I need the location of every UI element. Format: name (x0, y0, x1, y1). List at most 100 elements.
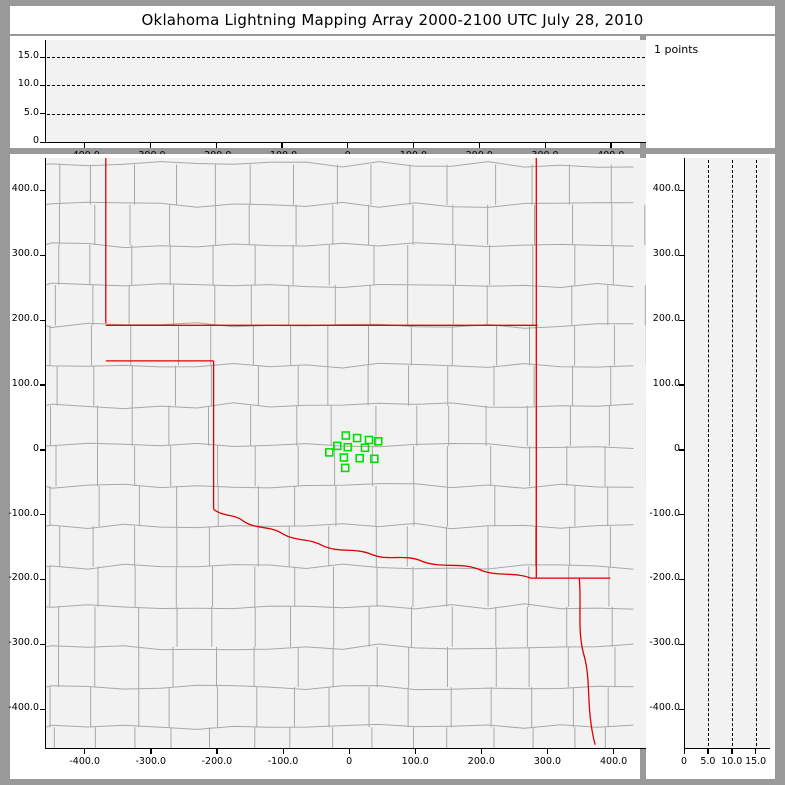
county-line-horizontal (45, 684, 634, 691)
lma-source-point[interactable] (339, 453, 349, 462)
x-tick (478, 143, 481, 148)
lma-source-point[interactable] (364, 435, 374, 445)
x-tick (613, 749, 615, 754)
x-tick-label: -300.0 (135, 756, 167, 767)
x-tick (216, 749, 218, 754)
y-tick-label: 0 (32, 442, 39, 454)
x-tick-label: 10.0 (721, 756, 743, 767)
x-tick-label: 200.0 (467, 756, 495, 767)
y-tick-label: 300.0 (11, 248, 39, 260)
lma-source-point[interactable] (341, 431, 351, 440)
y-tick-label: 0 (32, 135, 39, 146)
lma-source-point[interactable] (343, 442, 353, 452)
altitude-vs-north-plot-area[interactable] (684, 158, 770, 748)
y-tick-label: 100.0 (652, 377, 680, 389)
lma-source-point[interactable] (340, 463, 350, 473)
y-tick (679, 514, 684, 516)
y-tick (40, 514, 45, 516)
lma-source-point[interactable] (352, 433, 362, 443)
info-panel: 1 points (646, 36, 775, 148)
county-line-horizontal (45, 723, 634, 730)
y-tick (679, 708, 684, 710)
y-tick-label: -100.0 (649, 507, 680, 519)
y-tick-label: -100.0 (8, 507, 39, 519)
state-line-southeast-vertical (578, 578, 596, 745)
x-tick (412, 143, 415, 148)
lma-source-point[interactable] (373, 436, 383, 446)
y-tick (679, 254, 684, 257)
x-axis-line (45, 748, 650, 750)
x-tick-label: 300.0 (533, 756, 562, 767)
county-line-horizontal (45, 242, 634, 249)
county-line-horizontal (45, 442, 634, 449)
x-tick (149, 143, 152, 148)
lma-source-points[interactable] (324, 431, 383, 473)
y-tick (679, 319, 684, 321)
y-tick (40, 84, 45, 87)
y-axis-line (45, 158, 47, 748)
lma-source-point[interactable] (332, 441, 342, 451)
x-tick (83, 143, 86, 148)
lma-source-point[interactable] (360, 443, 370, 453)
y-axis-line (684, 158, 686, 748)
county-boundaries (45, 161, 650, 748)
y-tick (679, 643, 684, 646)
y-tick (40, 643, 45, 646)
y-tick (40, 56, 45, 58)
x-tick-label: -400.0 (69, 756, 100, 767)
county-line-horizontal (45, 522, 634, 530)
y-tick-label: -300.0 (649, 637, 680, 649)
y-tick (679, 578, 684, 581)
x-tick-label: 400.0 (600, 756, 628, 767)
x-tick (547, 749, 549, 754)
plan-view-plot-area[interactable] (45, 158, 650, 748)
x-tick (281, 143, 283, 148)
y-tick-label: -400.0 (8, 702, 39, 714)
x-tick (347, 143, 349, 148)
gridline-horizontal (47, 57, 645, 58)
time-height-plot-area[interactable] (45, 40, 647, 142)
y-tick-label: 400.0 (652, 183, 680, 195)
lma-source-point[interactable] (355, 453, 365, 463)
x-tick-label: 0 (346, 756, 353, 767)
x-tick (84, 749, 86, 754)
county-line-horizontal (45, 362, 634, 369)
y-tick (40, 189, 45, 192)
x-tick (731, 749, 733, 754)
y-tick-label: 5.0 (23, 106, 39, 118)
y-tick-label: 100.0 (11, 377, 39, 389)
gridline-horizontal (47, 113, 645, 115)
y-tick (679, 189, 684, 192)
county-line-horizontal (45, 402, 634, 410)
y-tick-label: -200.0 (8, 572, 39, 584)
y-tick-label: 15.0 (17, 50, 39, 61)
y-axis-line (45, 40, 47, 142)
points-count-label: 1 points (654, 43, 699, 56)
y-tick-label: -400.0 (649, 702, 680, 714)
y-tick-label: 300.0 (652, 248, 680, 260)
lma-source-point[interactable] (369, 454, 379, 464)
page-title: Oklahoma Lightning Mapping Array 2000-21… (10, 6, 775, 34)
x-tick (707, 749, 709, 754)
x-tick (683, 749, 685, 754)
y-tick (40, 384, 45, 386)
y-tick-label: 10.0 (17, 78, 39, 90)
gridline-vertical (731, 160, 733, 746)
county-line-horizontal (45, 201, 634, 208)
map-vector-layer (45, 158, 650, 748)
lma-source-point[interactable] (324, 448, 334, 457)
x-tick (755, 749, 757, 754)
y-tick-label: -200.0 (649, 572, 680, 584)
county-line-horizontal (45, 603, 634, 610)
y-tick (40, 113, 45, 115)
gridline-vertical (707, 160, 709, 746)
y-tick (40, 319, 45, 321)
y-tick (40, 254, 45, 257)
y-tick-label: 0 (673, 442, 680, 454)
y-tick-label: 400.0 (11, 183, 39, 195)
y-tick-label: 200.0 (11, 313, 39, 325)
y-tick-label: -300.0 (8, 637, 39, 649)
county-line-horizontal (45, 282, 634, 289)
x-tick-label: 5.0 (700, 756, 716, 767)
